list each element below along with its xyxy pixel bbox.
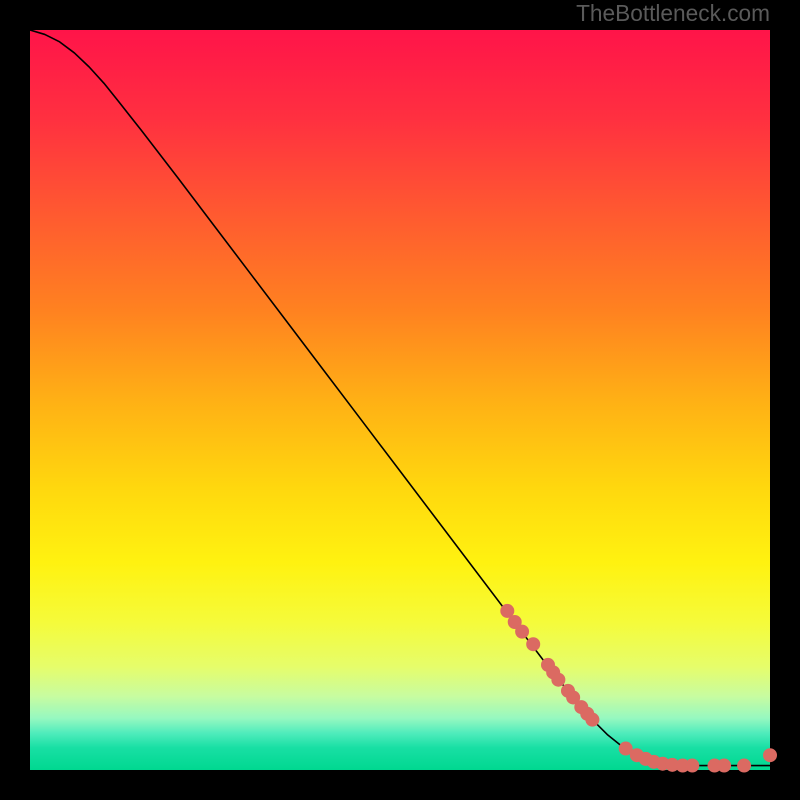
gradient-plot-area — [30, 30, 770, 770]
chart-container: TheBottleneck.com — [0, 0, 800, 800]
watermark-text: TheBottleneck.com — [576, 0, 770, 27]
